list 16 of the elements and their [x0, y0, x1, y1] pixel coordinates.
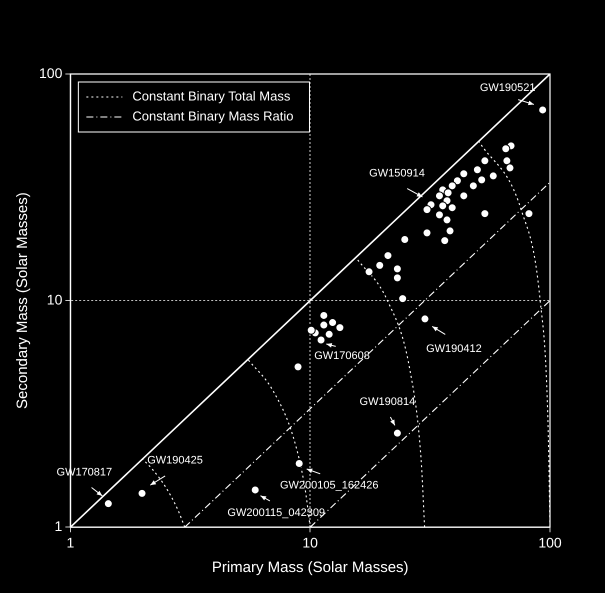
annotation: GW190412	[426, 342, 482, 355]
annotation: GW190521	[480, 82, 536, 94]
x-tick-label: 10	[302, 534, 318, 550]
y-tick-label: 10	[46, 291, 63, 308]
y-tick-label: 1	[54, 518, 63, 534]
annotation: GW190814	[360, 396, 416, 408]
x-axis-title: Primary Mass (Solar Masses)	[212, 559, 409, 576]
y-axis-title: Secondary Mass (Solar Masses)	[14, 192, 32, 409]
annotation: GW190425	[147, 454, 203, 466]
legend-label: Constant Binary Mass Ratio	[132, 108, 294, 124]
legend-label: Constant Binary Total Mass	[132, 88, 291, 104]
annotation: GW150914	[369, 168, 425, 180]
y-tick-label: 100	[39, 64, 63, 81]
annotation: GW170608	[314, 350, 370, 362]
x-tick-label: 100	[538, 534, 562, 550]
x-tick-label: 1	[66, 534, 74, 550]
